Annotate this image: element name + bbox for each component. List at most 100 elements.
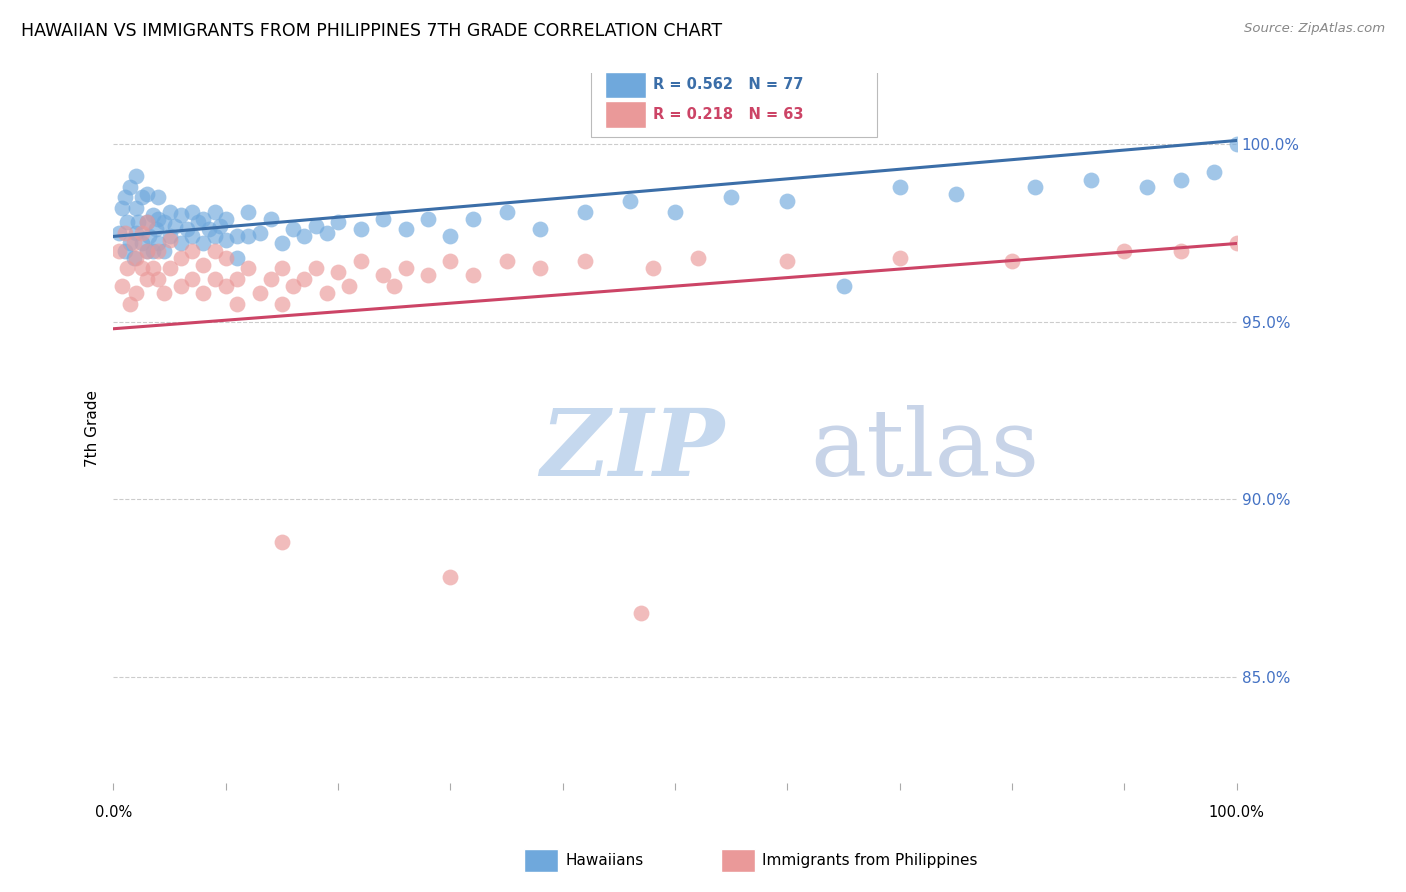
Point	[1170, 244, 1192, 258]
Point	[439, 570, 461, 584]
Point	[138, 229, 160, 244]
Point	[125, 251, 148, 265]
Point	[328, 265, 350, 279]
Text: 100.0%: 100.0%	[1209, 805, 1264, 820]
Point	[108, 244, 131, 258]
Text: 0.0%: 0.0%	[94, 805, 132, 820]
Point	[153, 215, 176, 229]
Point	[260, 272, 283, 286]
Point	[125, 286, 148, 301]
Point	[271, 534, 294, 549]
Point	[271, 236, 294, 251]
Point	[394, 261, 416, 276]
Point	[337, 279, 360, 293]
Point	[1114, 244, 1136, 258]
Point	[148, 190, 170, 204]
Point	[271, 297, 294, 311]
Point	[120, 297, 142, 311]
Point	[416, 211, 439, 226]
Point	[349, 222, 371, 236]
Point	[204, 272, 226, 286]
Point	[945, 186, 967, 201]
Point	[170, 208, 193, 222]
Point	[114, 190, 136, 204]
Point	[439, 229, 461, 244]
Point	[159, 229, 181, 244]
Point	[120, 236, 142, 251]
Point	[170, 251, 193, 265]
Point	[1204, 165, 1226, 179]
Text: Immigrants from Philippines: Immigrants from Philippines	[762, 854, 977, 868]
Point	[1024, 179, 1046, 194]
Point	[1001, 254, 1024, 268]
Point	[111, 201, 134, 215]
Point	[204, 229, 226, 244]
Point	[641, 261, 664, 276]
Point	[148, 236, 170, 251]
FancyBboxPatch shape	[591, 62, 877, 136]
Point	[394, 222, 416, 236]
Point	[145, 222, 167, 236]
Point	[115, 261, 138, 276]
Point	[136, 244, 159, 258]
Point	[664, 204, 686, 219]
Y-axis label: 7th Grade: 7th Grade	[86, 390, 100, 467]
Point	[283, 279, 305, 293]
Point	[193, 286, 215, 301]
Point	[153, 244, 176, 258]
Point	[136, 215, 159, 229]
Point	[114, 244, 136, 258]
Point	[193, 236, 215, 251]
Point	[294, 229, 316, 244]
Point	[776, 254, 799, 268]
Point	[136, 186, 159, 201]
Text: Source: ZipAtlas.com: Source: ZipAtlas.com	[1244, 22, 1385, 36]
Point	[131, 226, 153, 240]
Point	[176, 222, 198, 236]
Point	[574, 254, 596, 268]
Point	[122, 251, 145, 265]
Point	[461, 211, 484, 226]
Point	[170, 279, 193, 293]
Point	[215, 211, 238, 226]
Point	[832, 279, 855, 293]
Point	[529, 222, 551, 236]
Point	[125, 169, 148, 183]
Point	[204, 244, 226, 258]
Point	[122, 236, 145, 251]
Text: R = 0.562   N = 77: R = 0.562 N = 77	[652, 77, 803, 92]
Point	[159, 204, 181, 219]
Point	[136, 215, 159, 229]
Point	[159, 261, 181, 276]
Point	[226, 229, 249, 244]
Point	[193, 258, 215, 272]
Point	[187, 215, 209, 229]
Point	[127, 215, 149, 229]
Point	[125, 201, 148, 215]
Text: Hawaiians: Hawaiians	[565, 854, 644, 868]
Point	[1226, 236, 1249, 251]
Point	[619, 194, 641, 208]
Point	[1080, 172, 1102, 186]
Point	[889, 179, 911, 194]
Point	[1226, 136, 1249, 151]
Point	[204, 204, 226, 219]
Point	[181, 244, 204, 258]
Text: HAWAIIAN VS IMMIGRANTS FROM PHILIPPINES 7TH GRADE CORRELATION CHART: HAWAIIAN VS IMMIGRANTS FROM PHILIPPINES …	[21, 22, 723, 40]
Point	[271, 261, 294, 276]
Point	[305, 261, 328, 276]
Point	[461, 268, 484, 283]
Point	[131, 236, 153, 251]
Point	[316, 226, 339, 240]
Text: atlas: atlas	[810, 404, 1039, 494]
Point	[198, 222, 221, 236]
Text: ZIP: ZIP	[540, 404, 724, 494]
Point	[371, 268, 394, 283]
Point	[574, 204, 596, 219]
Point	[142, 208, 165, 222]
Point	[238, 261, 260, 276]
Point	[170, 236, 193, 251]
Point	[136, 272, 159, 286]
Point	[382, 279, 405, 293]
Point	[108, 226, 131, 240]
